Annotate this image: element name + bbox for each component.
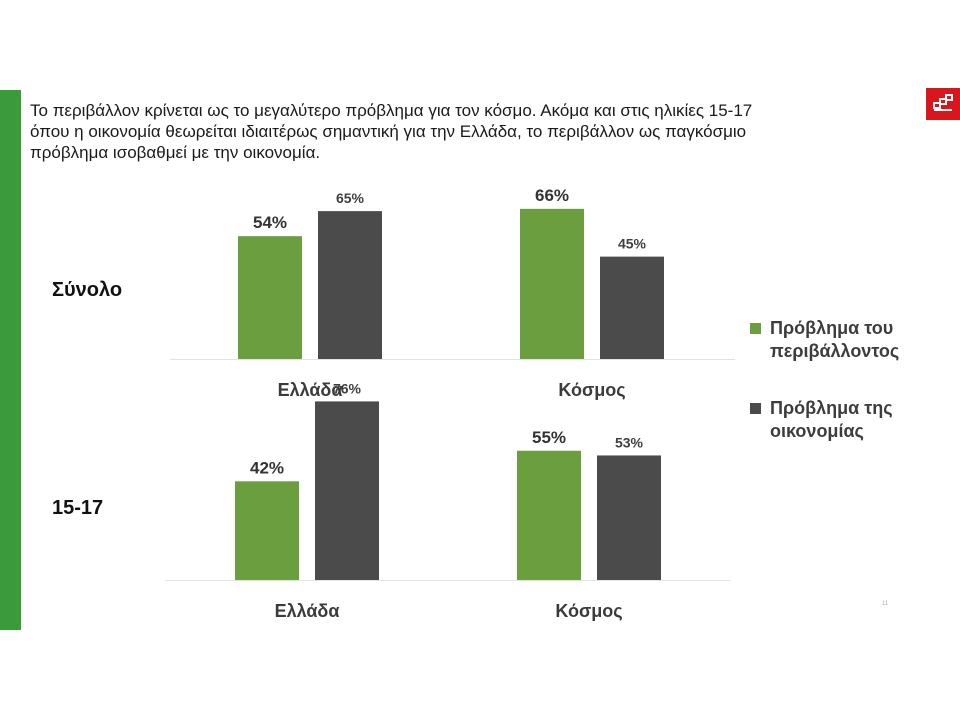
legend-label-economy: Πρόβλημα της οικονομίας	[770, 398, 893, 441]
bar	[520, 208, 584, 359]
bar	[315, 401, 379, 580]
legend-swatch-environment	[750, 323, 761, 334]
page-number: 11	[882, 601, 889, 607]
data-label: 66%	[535, 186, 569, 205]
bar	[517, 450, 581, 580]
category-label: Ελλάδα	[278, 380, 343, 400]
row-label-total: Σύνολο	[52, 279, 123, 301]
data-label: 65%	[336, 190, 365, 206]
data-label: 76%	[333, 380, 362, 396]
data-label: 42%	[250, 458, 284, 477]
slide-title-line: πρόβλημα ισοβαθμεί με την οικονομία.	[30, 143, 321, 162]
slide-title-line: Το περιβάλλον κρίνεται ως το μεγαλύτερο …	[30, 101, 753, 120]
category-label: Κόσμος	[558, 380, 625, 400]
legend: Πρόβλημα του περιβάλλοντος Πρόβλημα της …	[750, 317, 950, 443]
bar	[318, 211, 382, 359]
slide-title: Το περιβάλλον κρίνεται ως το μεγαλύτερο …	[30, 100, 890, 163]
row-label-teen: 15-17	[52, 497, 104, 519]
category-label: Ελλάδα	[275, 601, 340, 621]
bar	[235, 481, 299, 580]
legend-swatch-economy	[750, 403, 761, 414]
data-label: 54%	[253, 213, 287, 232]
slide-title-line: όπου η οικονομία θεωρείται ιδιαιτέρως ση…	[30, 122, 747, 141]
bar	[238, 236, 302, 359]
data-label: 45%	[618, 236, 647, 252]
legend-item-economy: Πρόβλημα της οικονομίας	[750, 397, 950, 443]
legend-label-environment: Πρόβλημα του περιβάλλοντος	[770, 318, 900, 361]
data-label: 53%	[615, 434, 644, 450]
data-label: 55%	[532, 428, 566, 447]
brand-logo	[926, 88, 960, 120]
bar	[597, 455, 661, 580]
category-label: Κόσμος	[555, 601, 622, 621]
accent-bar	[0, 90, 21, 630]
bar	[600, 256, 664, 359]
legend-item-environment: Πρόβλημα του περιβάλλοντος	[750, 317, 950, 363]
